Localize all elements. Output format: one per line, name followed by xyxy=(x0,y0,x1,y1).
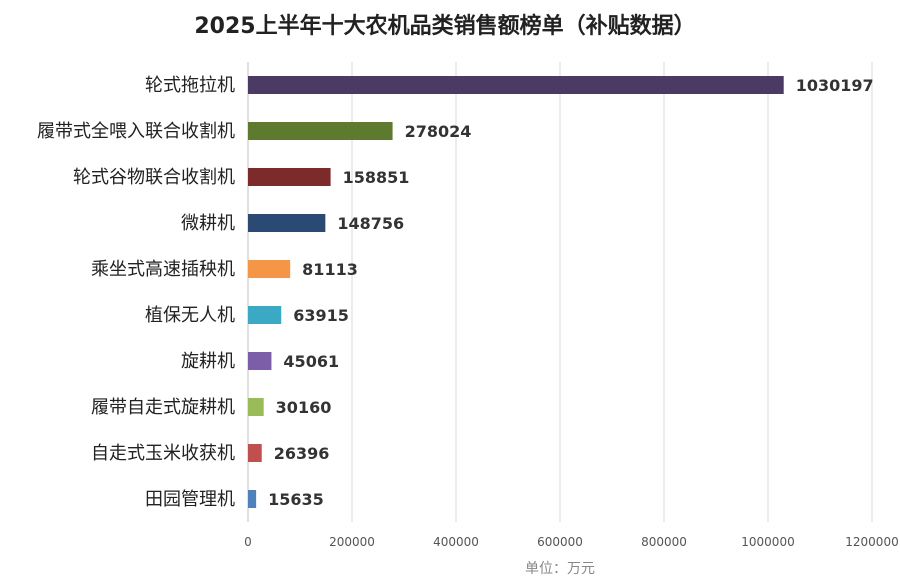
value-label: 45061 xyxy=(283,352,339,371)
category-label: 轮式谷物联合收割机 xyxy=(73,167,235,188)
x-tick-label: 200000 xyxy=(329,535,375,549)
category-label: 轮式拖拉机 xyxy=(145,75,235,96)
x-tick-label: 1200000 xyxy=(845,535,898,549)
bar xyxy=(248,306,282,324)
category-label: 乘坐式高速插秧机 xyxy=(91,259,235,280)
x-tick-label: 1000000 xyxy=(741,535,794,549)
bar xyxy=(248,352,272,370)
labels: 轮式拖拉机 1030197 履带式全喂入联合收割机 278024 轮式谷物联合收割机 15… xyxy=(37,75,874,510)
value-label: 26396 xyxy=(274,444,330,463)
chart-title: 2025上半年十大农机品类销售额榜单（补贴数据） xyxy=(194,13,695,39)
x-axis: 0 200000 400000 600000 800000 1000000 1200000 xyxy=(244,535,899,549)
bar xyxy=(248,398,264,416)
bar xyxy=(248,122,393,140)
value-label: 148756 xyxy=(337,214,404,233)
category-label: 田园管理机 xyxy=(145,489,235,510)
x-tick-label: 600000 xyxy=(537,535,583,549)
category-label: 植保无人机 xyxy=(145,305,235,326)
unit-label: 单位：万元 xyxy=(525,561,595,577)
category-label: 自走式玉米收获机 xyxy=(91,443,235,464)
value-label: 63915 xyxy=(293,306,349,325)
category-label: 微耕机 xyxy=(181,213,235,234)
bar xyxy=(248,76,784,94)
value-label: 30160 xyxy=(276,398,332,417)
x-tick-label: 0 xyxy=(244,535,252,549)
bars xyxy=(248,76,784,508)
bar xyxy=(248,444,262,462)
bar xyxy=(248,214,326,232)
x-tick-label: 800000 xyxy=(641,535,687,549)
bar xyxy=(248,168,331,186)
value-label: 158851 xyxy=(343,168,410,187)
category-label: 履带式全喂入联合收割机 xyxy=(37,121,235,142)
bar xyxy=(248,490,257,508)
value-label: 15635 xyxy=(268,490,324,509)
value-label: 278024 xyxy=(405,122,472,141)
value-label: 81113 xyxy=(302,260,358,279)
category-label: 履带自走式旋耕机 xyxy=(91,397,235,418)
bar xyxy=(248,260,291,278)
value-label: 1030197 xyxy=(796,76,874,95)
x-tick-label: 400000 xyxy=(433,535,479,549)
category-label: 旋耕机 xyxy=(181,351,235,372)
